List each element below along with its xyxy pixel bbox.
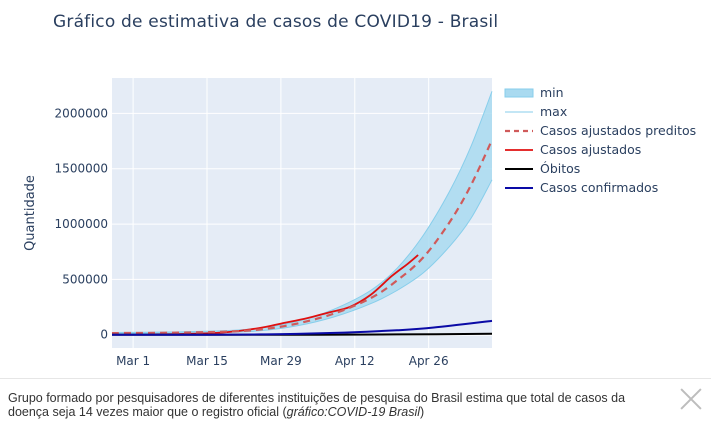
legend-label: min bbox=[540, 85, 564, 100]
series-predicted-line bbox=[111, 139, 493, 335]
legend-item[interactable]: Casos ajustados preditos bbox=[505, 123, 696, 138]
y-tick-label: 500000 bbox=[62, 272, 108, 286]
series-lines bbox=[111, 139, 493, 336]
plot-background bbox=[112, 78, 492, 348]
legend-item[interactable]: min bbox=[504, 85, 564, 100]
series-confirmed-line bbox=[112, 319, 493, 336]
y-tick-label: 1500000 bbox=[55, 162, 108, 176]
x-tick-label: Apr 26 bbox=[409, 354, 449, 368]
legend-label: Casos confirmados bbox=[540, 180, 658, 195]
y-axis-label: Quantidade bbox=[23, 175, 38, 251]
legend[interactable]: min max Casos ajustados preditos Casos ajus… bbox=[504, 85, 696, 195]
caption-source[interactable]: gráfico:COVID-19 Brasil bbox=[286, 405, 420, 419]
legend-label: max bbox=[540, 104, 567, 119]
legend-label: Óbitos bbox=[540, 161, 580, 176]
y-tick-label: 2000000 bbox=[55, 106, 108, 120]
y-tick-labels: 0 500000 1000000 1500000 2000000 bbox=[55, 106, 108, 341]
caption-close-paren: ) bbox=[420, 405, 425, 419]
legend-item[interactable]: Óbitos bbox=[505, 161, 580, 176]
chart-title: Gráfico de estimativa de casos de COVID1… bbox=[53, 12, 499, 32]
legend-item[interactable]: Casos confirmados bbox=[505, 180, 658, 195]
x-tick-label: Mar 29 bbox=[260, 354, 302, 368]
legend-item[interactable]: Casos ajustados bbox=[505, 142, 641, 157]
x-tick-label: Apr 12 bbox=[335, 354, 375, 368]
legend-item[interactable]: max bbox=[505, 104, 567, 119]
x-tick-label: Mar 15 bbox=[186, 354, 228, 368]
chart-svg: Mar 1 Mar 15 Mar 29 Apr 12 Apr 26 0 500000 100… bbox=[23, 78, 696, 368]
band-fill bbox=[112, 91, 492, 334]
chart-area: Gráfico de estimativa de casos de COVID1… bbox=[23, 12, 697, 368]
legend-swatch bbox=[504, 88, 534, 98]
caption-body: Grupo formado por pesquisadores de difer… bbox=[8, 391, 626, 419]
y-tick-label: 0 bbox=[100, 328, 108, 342]
legend-label: Casos ajustados preditos bbox=[540, 123, 696, 138]
legend-label: Casos ajustados bbox=[540, 142, 641, 157]
series-max-line bbox=[111, 91, 493, 333]
x-tick-label: Mar 1 bbox=[116, 354, 150, 368]
caption-text: Grupo formado por pesquisadores de difer… bbox=[8, 391, 628, 419]
close-icon[interactable] bbox=[676, 384, 706, 414]
x-tick-labels: Mar 1 Mar 15 Mar 29 Apr 12 Apr 26 bbox=[116, 354, 449, 368]
caption-bar: Grupo formado por pesquisadores de difer… bbox=[0, 378, 711, 431]
y-tick-label: 1000000 bbox=[55, 217, 108, 231]
